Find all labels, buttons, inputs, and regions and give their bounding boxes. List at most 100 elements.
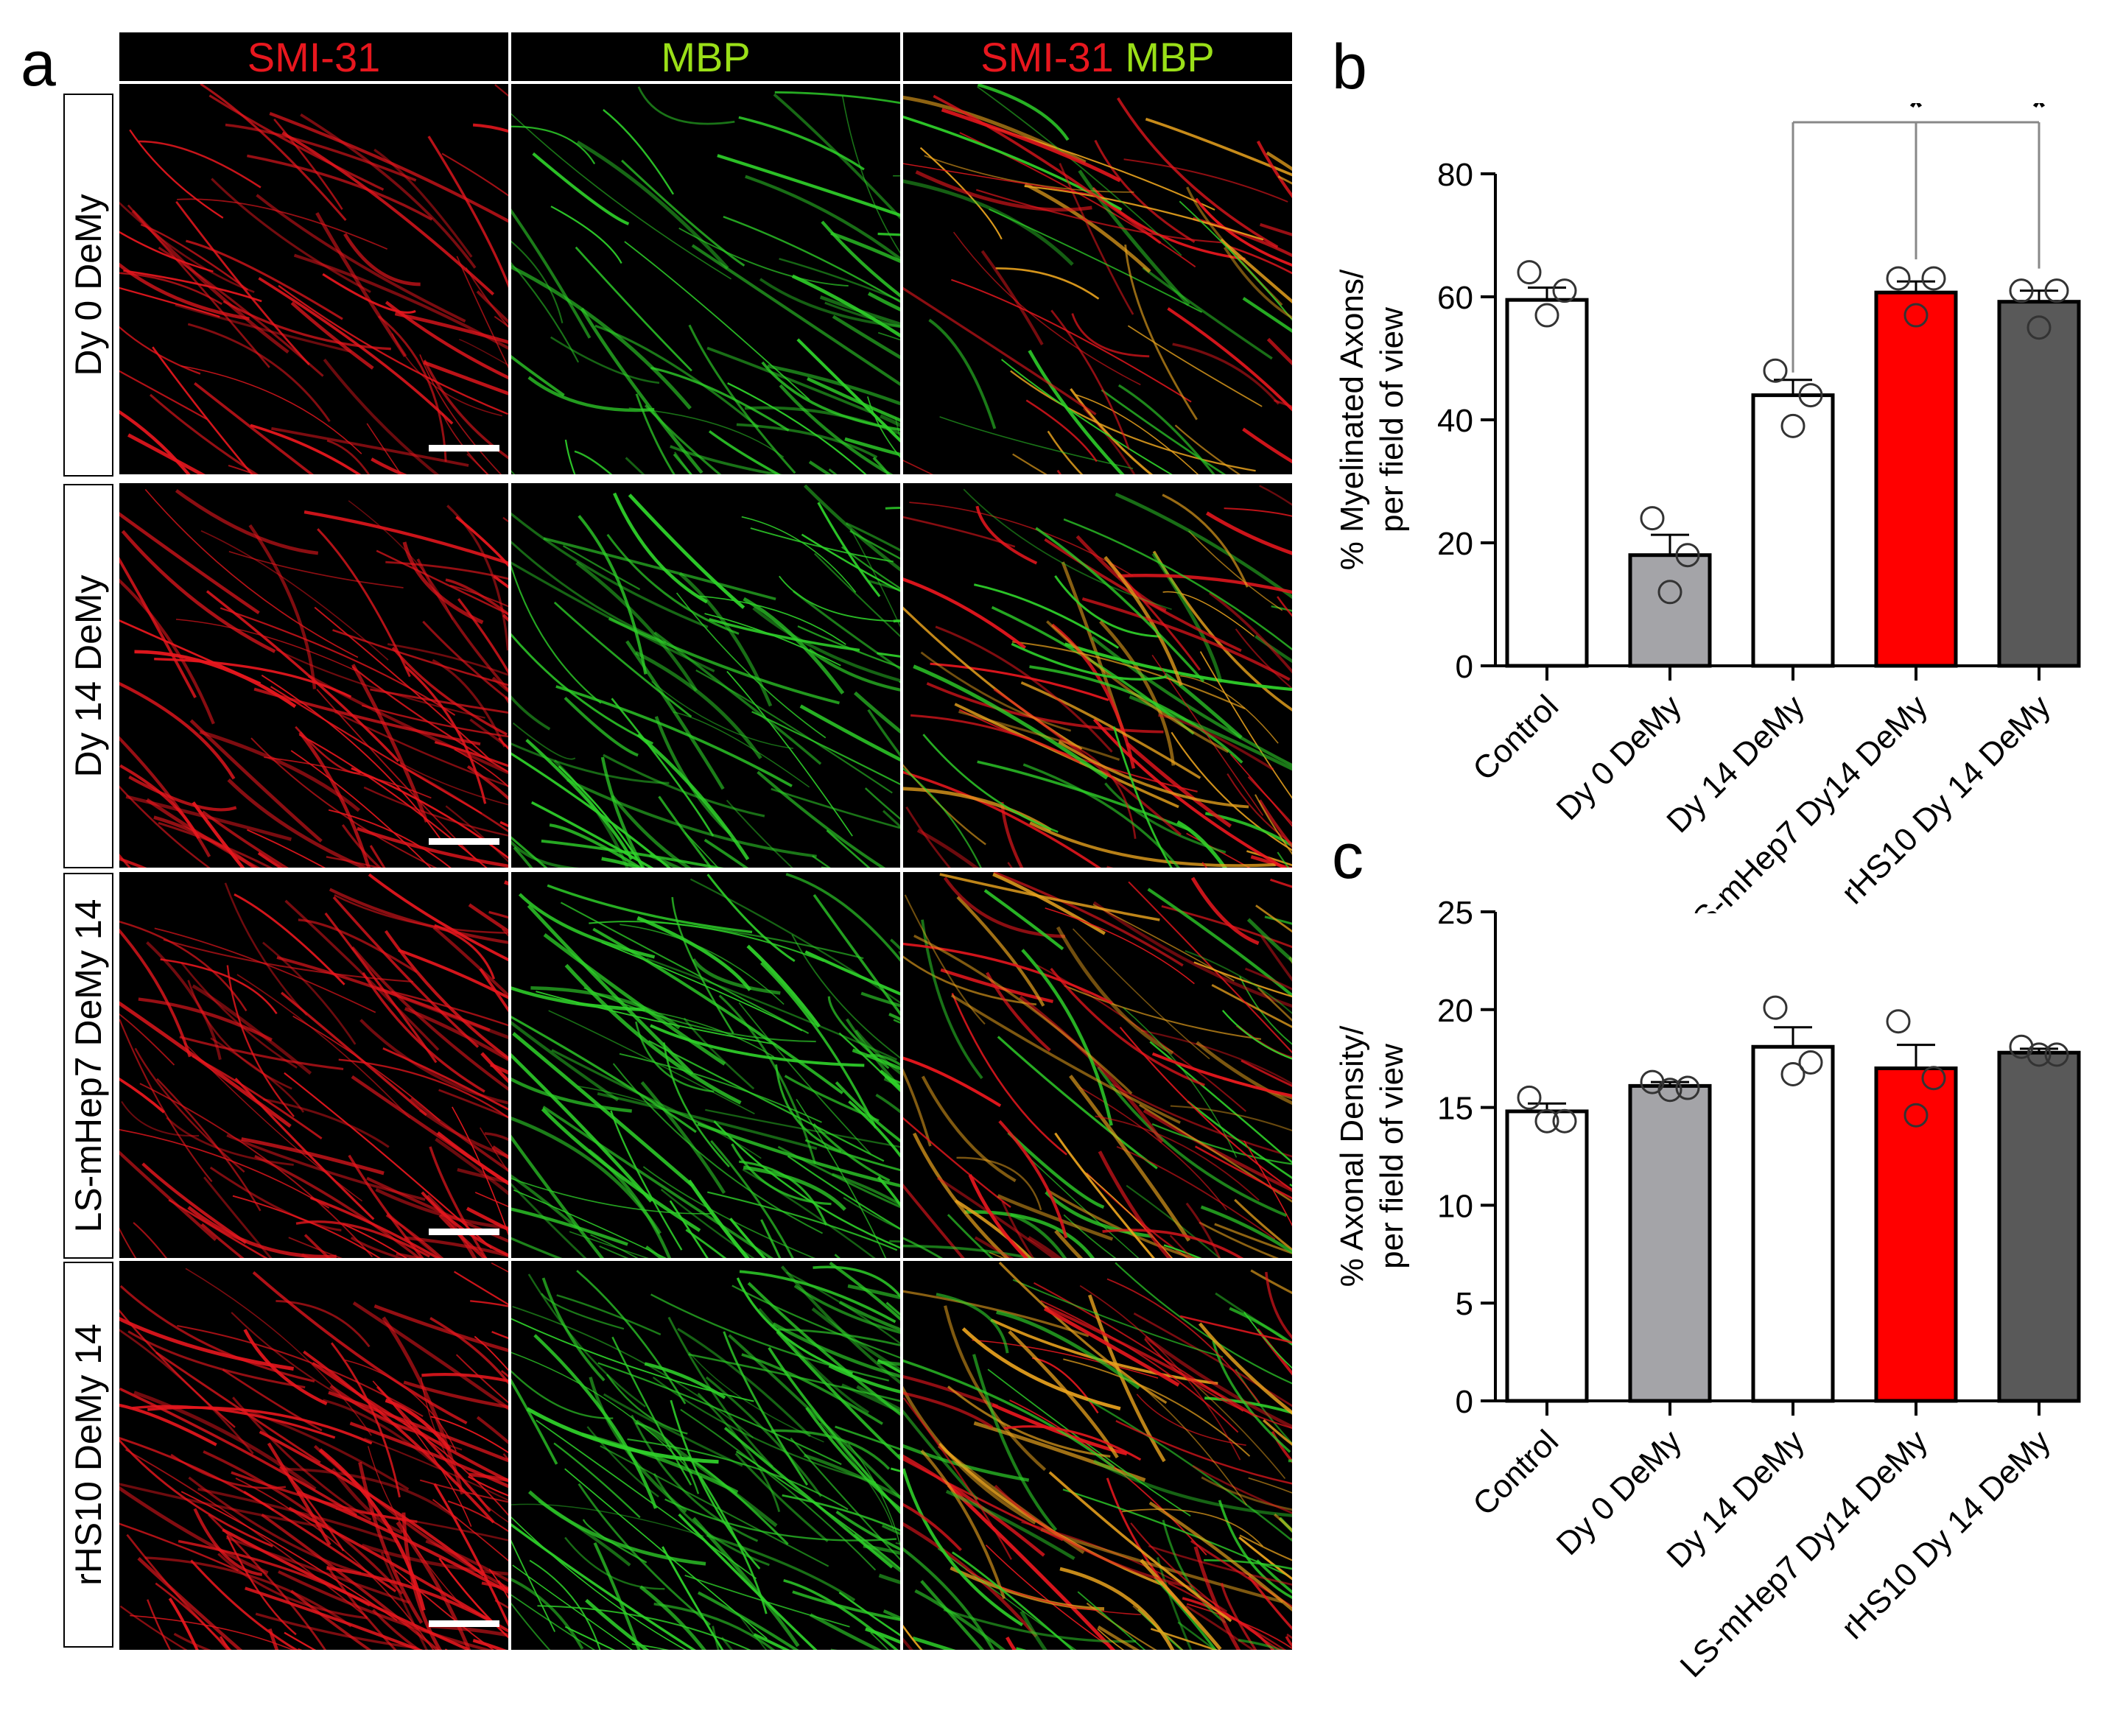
chart-c-y-tick-label: 20: [1437, 993, 1473, 1029]
fiber-texture: [188, 1476, 362, 1575]
fiber-texture: [648, 1040, 885, 1162]
chart-c-y-tick-label: 0: [1456, 1384, 1473, 1420]
fiber-texture: [1054, 1229, 1084, 1258]
chart-c-bar-2: [1751, 1044, 1835, 1403]
fiber-texture: [939, 873, 1160, 921]
fiber-texture: [578, 1483, 711, 1626]
chart-c-data-point: [1903, 1103, 1929, 1128]
fiber-texture: [139, 1083, 373, 1258]
fiber-texture: [518, 893, 656, 959]
fiber-texture: [1243, 1140, 1292, 1227]
fiber-texture: [371, 457, 407, 474]
fiber-texture: [281, 991, 427, 1117]
fiber-texture: [541, 1277, 606, 1382]
fiber-texture: [856, 1385, 900, 1412]
chart-b-bar-4: [1997, 300, 2081, 668]
fiber-texture: [511, 1594, 596, 1650]
fiber-texture: [1186, 1603, 1292, 1650]
fiber-texture: [920, 651, 1072, 732]
fiber-texture: [631, 1643, 669, 1650]
fiber-texture: [527, 904, 694, 1075]
fiber-texture: [1063, 518, 1292, 651]
fiber-texture: [154, 927, 376, 1013]
fiber-texture: [669, 1200, 709, 1258]
fiber-texture: [947, 1483, 1116, 1650]
fiber-texture: [553, 1442, 641, 1519]
fiber-texture: [361, 704, 508, 738]
fiber-texture: [1254, 794, 1292, 855]
fiber-texture: [292, 1015, 441, 1122]
fiber-texture: [678, 227, 849, 287]
fiber-texture: [1204, 1558, 1292, 1570]
fiber-texture: [387, 643, 508, 676]
fiber-texture: [1239, 976, 1292, 1045]
fiber-texture: [1088, 1294, 1166, 1463]
fiber-texture: [611, 795, 692, 868]
fiber-texture: [480, 1127, 508, 1173]
fiber-texture: [1172, 342, 1280, 405]
fiber-texture: [791, 934, 900, 1059]
fiber-texture: [1196, 1041, 1292, 1106]
fiber-texture: [743, 1165, 846, 1212]
chart-b-y-axis-label: % Myelinated Axons/: [1334, 269, 1370, 570]
fiber-texture: [262, 941, 357, 1045]
fiber-texture: [465, 267, 508, 328]
fiber-texture: [849, 530, 900, 560]
fiber-texture: [866, 1054, 900, 1066]
fiber-texture: [1075, 393, 1199, 474]
fiber-texture: [1164, 672, 1243, 739]
fiber-texture: [1148, 1501, 1292, 1612]
fiber-texture: [670, 1399, 761, 1570]
fiber-texture: [1201, 1476, 1292, 1511]
fiber-texture: [155, 1351, 321, 1464]
fiber-texture: [119, 1605, 188, 1650]
fiber-texture: [752, 606, 900, 683]
fiber-texture: [1050, 968, 1205, 1086]
fiber-texture: [1079, 1285, 1241, 1461]
fiber-texture: [1248, 1477, 1292, 1494]
fiber-texture: [650, 1293, 889, 1382]
fiber-texture: [192, 801, 245, 868]
fiber-texture: [903, 1117, 1011, 1208]
fiber-texture: [254, 1155, 421, 1258]
chart-b-data-point: [1763, 358, 1788, 383]
fiber-texture: [703, 838, 749, 868]
fiber-texture: [865, 1627, 900, 1645]
fiber-texture: [247, 829, 326, 868]
fiber-texture: [231, 1471, 418, 1523]
fiber-texture: [385, 560, 508, 580]
chart-c-bar-4: [1997, 1050, 2081, 1403]
fiber-texture: [600, 1445, 829, 1567]
chart-c-y-tick-label: 15: [1437, 1091, 1473, 1127]
fiber-texture: [119, 1309, 236, 1428]
fiber-texture: [494, 315, 508, 328]
fiber-texture: [454, 1271, 508, 1306]
fiber-texture: [372, 1380, 472, 1527]
fiber-texture: [1199, 651, 1292, 799]
fiber-texture: [1029, 821, 1276, 868]
chart-axonal-density: 0 5 10 15 20 25 % Axonal Density/per field of …: [1334, 895, 2081, 1684]
fiber-texture: [738, 116, 865, 171]
fiber-texture: [1215, 1292, 1292, 1346]
fiber-texture: [651, 681, 793, 749]
fiber-texture: [1092, 1459, 1292, 1517]
fiber-texture: [141, 1162, 248, 1245]
fiber-texture: [611, 1336, 692, 1486]
fiber-texture: [1101, 389, 1227, 474]
fiber-texture: [434, 924, 496, 980]
fiber-texture: [1266, 151, 1292, 172]
chart-c-data-point: [1780, 1061, 1806, 1086]
fiber-texture: [147, 1406, 373, 1445]
fiber-texture: [511, 1077, 632, 1113]
fiber-texture: [838, 1032, 900, 1092]
fiber-texture: [1258, 799, 1292, 848]
fiber-texture: [401, 1512, 443, 1650]
fiber-texture: [488, 1568, 508, 1600]
fiber-texture: [173, 1632, 211, 1650]
fiber-texture: [713, 1120, 900, 1249]
fiber-texture: [1086, 1172, 1190, 1258]
fiber-texture: [1012, 1279, 1224, 1358]
fiber-texture: [791, 274, 900, 338]
fiber-texture: [119, 1227, 137, 1258]
fiber-texture: [652, 1377, 877, 1484]
